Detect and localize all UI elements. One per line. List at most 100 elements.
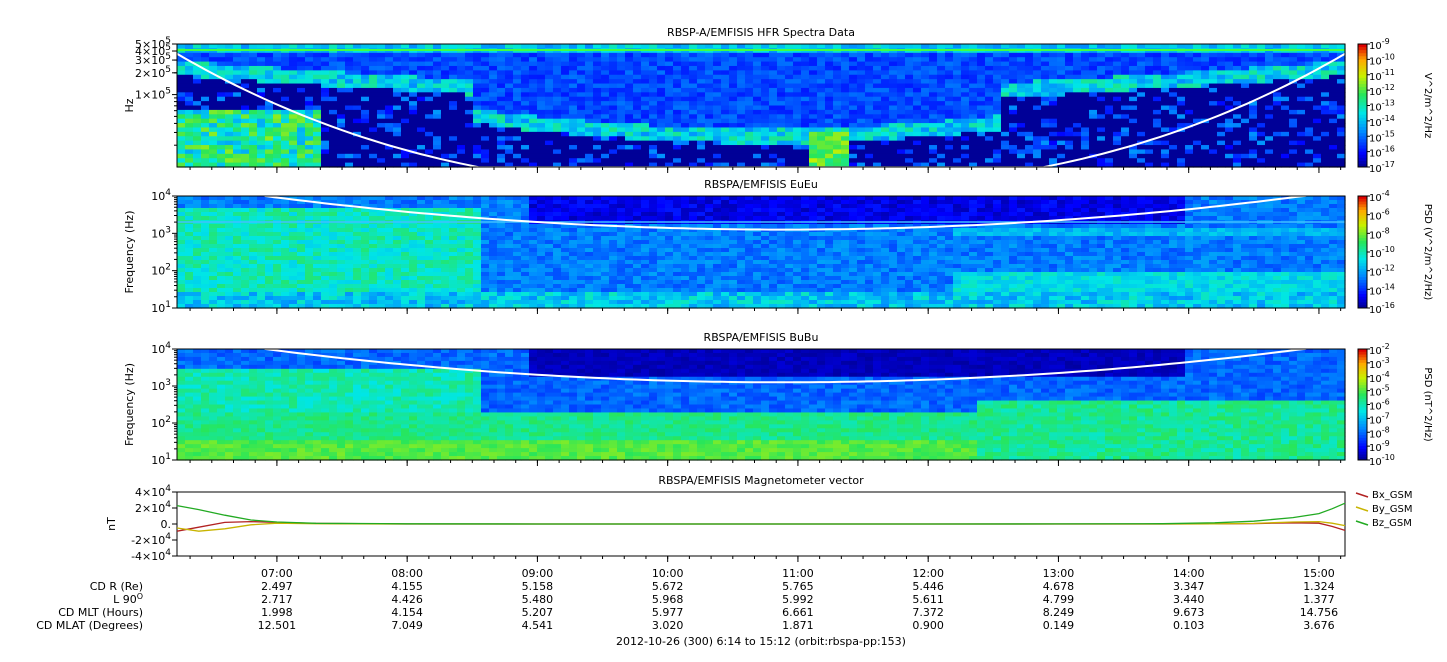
heatmap-cell bbox=[777, 97, 786, 102]
heatmap-cell bbox=[281, 228, 290, 233]
heatmap-cell bbox=[489, 154, 498, 159]
heatmap-cell bbox=[1033, 114, 1042, 119]
heatmap-cell bbox=[1025, 106, 1034, 111]
heatmap-cell bbox=[321, 232, 330, 237]
heatmap-cell bbox=[521, 70, 530, 75]
heatmap-cell bbox=[937, 154, 946, 159]
heatmap-cell bbox=[177, 44, 186, 49]
heatmap-cell bbox=[1057, 70, 1066, 75]
heatmap-cell bbox=[1289, 119, 1298, 124]
heatmap-cell bbox=[289, 228, 298, 233]
heatmap-cell bbox=[1241, 66, 1250, 71]
heatmap-cell bbox=[841, 97, 850, 102]
heatmap-cell bbox=[681, 66, 690, 71]
heatmap-cell bbox=[481, 136, 490, 141]
heatmap-cell bbox=[305, 158, 314, 163]
heatmap-cell bbox=[433, 75, 442, 80]
heatmap-cell bbox=[449, 106, 458, 111]
heatmap-cell bbox=[905, 75, 914, 80]
heatmap-cell bbox=[297, 300, 306, 305]
heatmap-cell bbox=[185, 88, 194, 93]
heatmap-cell bbox=[561, 79, 570, 84]
heatmap-cell bbox=[569, 66, 578, 71]
heatmap-cell bbox=[737, 141, 746, 146]
heatmap-cell bbox=[361, 292, 370, 297]
heatmap-cell bbox=[1081, 149, 1090, 154]
heatmap-cell bbox=[1145, 44, 1154, 49]
heatmap-cell bbox=[185, 123, 194, 128]
heatmap-cell bbox=[1145, 57, 1154, 62]
heatmap-cell bbox=[553, 110, 562, 115]
heatmap-cell bbox=[393, 127, 402, 132]
heatmap-cell bbox=[705, 75, 714, 80]
heatmap-cell bbox=[1265, 106, 1274, 111]
heatmap-cell bbox=[417, 110, 426, 115]
heatmap-cell bbox=[457, 123, 466, 128]
heatmap-cell bbox=[673, 101, 682, 106]
heatmap-cell bbox=[633, 149, 642, 154]
heatmap-cell bbox=[1153, 119, 1162, 124]
heatmap-cell bbox=[801, 154, 810, 159]
heatmap-cell bbox=[353, 53, 362, 58]
heatmap-cell bbox=[697, 92, 706, 97]
heatmap-cell bbox=[377, 132, 386, 137]
heatmap-cell bbox=[1025, 79, 1034, 84]
heatmap-cell bbox=[1321, 127, 1330, 132]
heatmap-cell bbox=[193, 264, 202, 269]
heatmap-cell bbox=[273, 216, 282, 221]
heatmap-cell bbox=[1129, 132, 1138, 137]
heatmap-cell bbox=[881, 123, 890, 128]
heatmap-cell bbox=[817, 70, 826, 75]
heatmap-cell bbox=[233, 70, 242, 75]
heatmap-cell bbox=[1177, 97, 1186, 102]
heatmap-cell bbox=[1121, 158, 1130, 163]
heatmap-cell bbox=[865, 97, 874, 102]
heatmap-cell bbox=[393, 248, 402, 253]
heatmap-cell bbox=[657, 97, 666, 102]
heatmap-cell bbox=[201, 228, 210, 233]
heatmap-cell bbox=[1177, 141, 1186, 146]
heatmap-cell bbox=[1057, 114, 1066, 119]
heatmap-cell bbox=[945, 44, 954, 49]
heatmap-cell bbox=[241, 53, 250, 58]
heatmap-cell bbox=[401, 66, 410, 71]
heatmap-cell bbox=[865, 57, 874, 62]
heatmap-cell bbox=[177, 158, 186, 163]
heatmap-cell bbox=[649, 119, 658, 124]
heatmap-cell bbox=[481, 106, 490, 111]
heatmap-cell bbox=[833, 53, 842, 58]
heatmap-cell bbox=[201, 264, 210, 269]
heatmap-cell bbox=[257, 84, 266, 89]
heatmap-cell bbox=[1185, 92, 1194, 97]
heatmap-cell bbox=[665, 97, 674, 102]
heatmap-cell bbox=[977, 92, 986, 97]
heatmap-cell bbox=[377, 196, 386, 201]
heatmap-cell bbox=[1009, 123, 1018, 128]
heatmap-cell bbox=[1049, 53, 1058, 58]
heatmap-cell bbox=[1337, 75, 1346, 80]
heatmap-cell bbox=[185, 200, 194, 205]
heatmap-cell bbox=[857, 141, 866, 146]
heatmap-cell bbox=[905, 132, 914, 137]
heatmap-cell bbox=[641, 53, 650, 58]
heatmap-cell bbox=[609, 114, 618, 119]
heatmap-cell bbox=[417, 123, 426, 128]
heatmap-cell bbox=[809, 106, 818, 111]
heatmap-cell bbox=[969, 79, 978, 84]
heatmap-cell bbox=[209, 154, 218, 159]
heatmap-cell bbox=[313, 216, 322, 221]
heatmap-cell bbox=[1073, 92, 1082, 97]
heatmap-cell bbox=[1185, 62, 1194, 67]
heatmap-cell bbox=[569, 132, 578, 137]
heatmap-cell bbox=[505, 106, 514, 111]
heatmap-cell bbox=[1137, 75, 1146, 80]
heatmap-cell bbox=[481, 53, 490, 58]
heatmap-cell bbox=[529, 127, 538, 132]
heatmap-cell bbox=[425, 132, 434, 137]
heatmap-cell bbox=[857, 123, 866, 128]
heatmap-cell bbox=[1305, 88, 1314, 93]
heatmap-cell bbox=[385, 127, 394, 132]
heatmap-cell bbox=[1065, 57, 1074, 62]
heatmap-cell bbox=[1281, 53, 1290, 58]
heatmap-cell bbox=[1297, 44, 1306, 49]
